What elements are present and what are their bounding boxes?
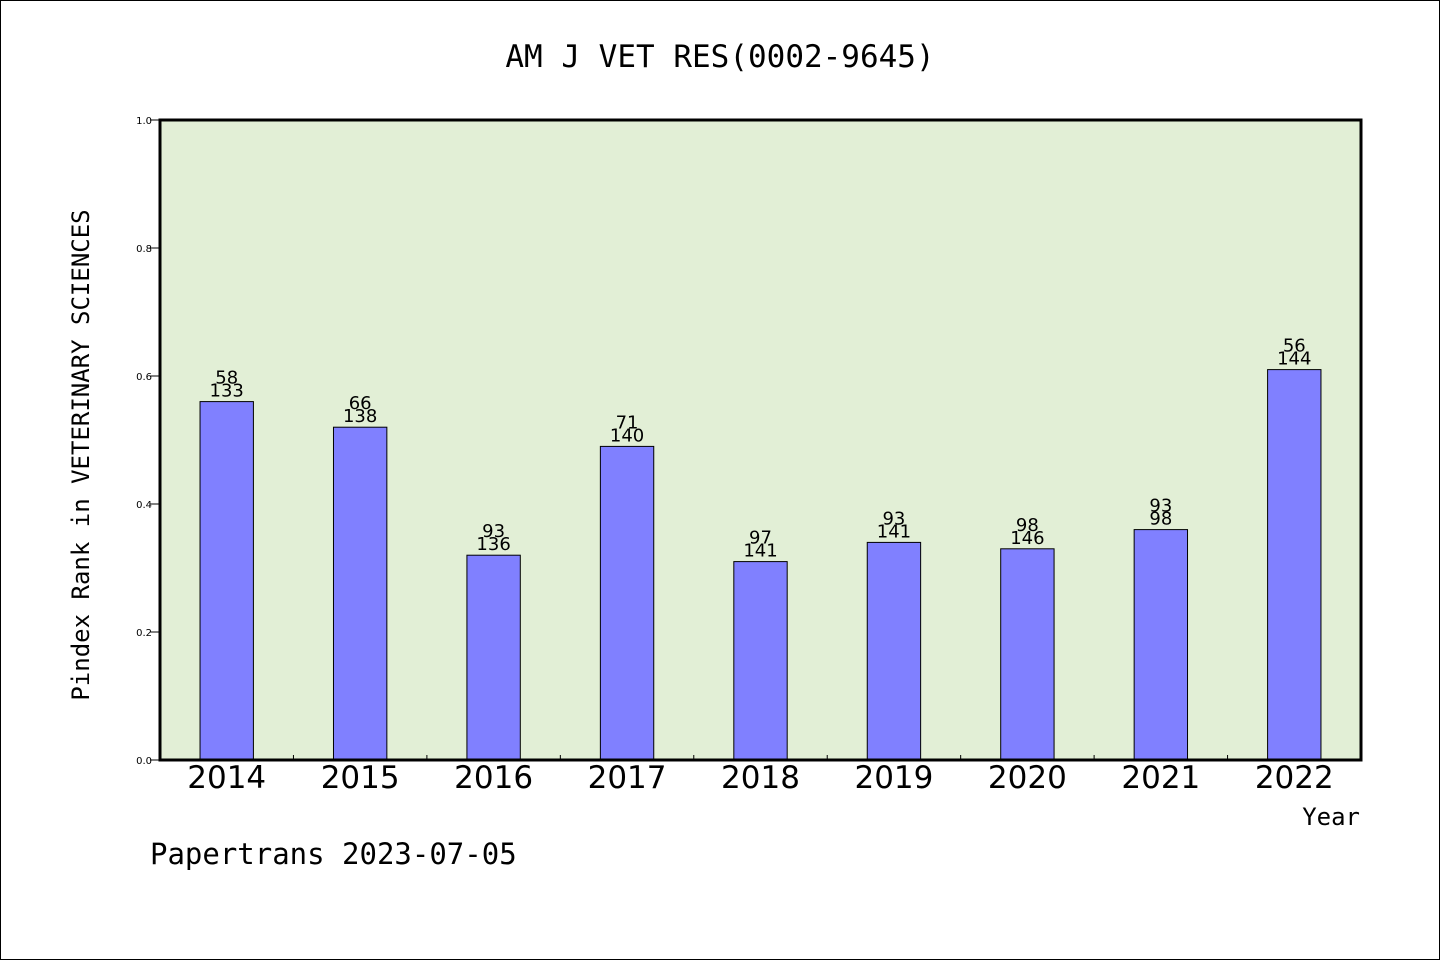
- bar: [733, 561, 788, 761]
- x-axis-label: Year: [1302, 803, 1360, 831]
- bar-label-bottom: 136: [476, 534, 510, 555]
- y-tick-label: 0.6: [136, 372, 152, 383]
- plot-border: [158, 118, 1363, 762]
- bar-label-bottom: 146: [1010, 528, 1044, 549]
- x-tick-label: 2017: [588, 760, 667, 796]
- bar: [466, 554, 521, 761]
- bar-label-top: 93: [882, 508, 905, 529]
- y-tick-label: 1.0: [136, 116, 152, 127]
- y-tick-label: 0.2: [136, 628, 152, 639]
- bar-label-bottom: 98: [1149, 509, 1172, 530]
- bar: [1267, 369, 1322, 761]
- x-tick-label: 2021: [1121, 760, 1200, 796]
- y-tick-label: 0.4: [136, 500, 152, 511]
- bar: [1133, 529, 1189, 761]
- bar-label-top: 71: [616, 412, 639, 433]
- y-tick-label: 0.8: [136, 244, 152, 255]
- bar-label-bottom: 138: [343, 406, 377, 427]
- bar-label-bottom: 140: [610, 425, 644, 446]
- bars: [199, 369, 1322, 761]
- x-tick-label: 2019: [854, 760, 933, 796]
- bar-label-top: 93: [482, 521, 505, 542]
- y-tick-label: 0.0: [136, 756, 152, 767]
- bar: [1000, 548, 1055, 761]
- bar-label-top: 93: [1149, 496, 1172, 517]
- bar-label-top: 58: [215, 368, 238, 389]
- bar-label-bottom: 141: [877, 521, 911, 542]
- x-tick-label: 2016: [454, 760, 533, 796]
- bar: [199, 401, 254, 761]
- bar-label-bottom: 133: [210, 381, 244, 402]
- footer-credit: Papertrans 2023-07-05: [150, 837, 517, 871]
- x-tick-label: 2015: [321, 760, 400, 796]
- chart-title: AM J VET RES(0002-9645): [505, 39, 934, 75]
- y-axis-label: Pindex Rank in VETERINARY SCIENCES: [67, 209, 95, 700]
- bar-label-bottom: 141: [743, 541, 777, 562]
- bar: [332, 426, 388, 761]
- bar-label-top: 66: [349, 393, 372, 414]
- x-axis: 2014 2015 2016 2017 2018 2019 2020 2021 2022: [187, 755, 1334, 796]
- bar: [866, 541, 922, 761]
- bar-label-bottom: 144: [1277, 349, 1311, 370]
- x-tick-label: 2014: [187, 760, 266, 796]
- x-tick-label: 2022: [1255, 760, 1334, 796]
- bar-label-top: 56: [1283, 336, 1306, 357]
- bar: [599, 445, 655, 761]
- bar-label-top: 98: [1016, 515, 1039, 536]
- x-tick-label: 2018: [721, 760, 800, 796]
- bar-label-top: 97: [749, 528, 772, 549]
- x-tick-label: 2020: [988, 760, 1067, 796]
- y-axis: 0.0 0.2 0.4 0.6 0.8 1.0: [136, 116, 160, 767]
